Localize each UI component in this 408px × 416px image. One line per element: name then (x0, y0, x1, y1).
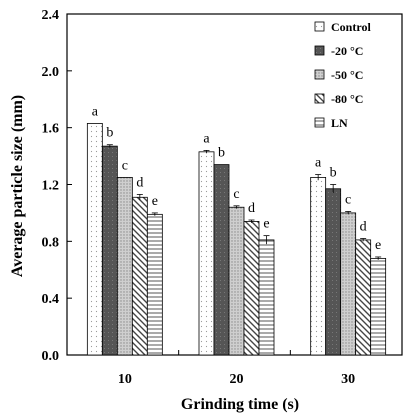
x-axis-title: Grinding time (s) (181, 396, 299, 413)
bar (355, 239, 372, 356)
bar (116, 176, 133, 356)
significance-label: d (248, 201, 255, 216)
legend-label: -20 °C (331, 44, 363, 58)
significance-label: b (218, 146, 225, 161)
significance-label: a (315, 156, 322, 171)
bar (198, 151, 215, 356)
x-tick-label: 20 (230, 372, 244, 387)
significance-label: e (152, 194, 158, 209)
y-axis: 0.0 0.4 0.8 1.2 1.6 2.0 2.4 (42, 8, 72, 364)
y-axis-title: Average particle size (mm) (9, 95, 26, 277)
significance-label: e (263, 217, 269, 232)
bar (146, 213, 163, 356)
legend-swatch (314, 45, 325, 56)
bar (228, 206, 245, 356)
significance-label: c (345, 192, 351, 207)
y-tick-label: 2.4 (42, 8, 60, 23)
significance-label: b (330, 166, 337, 181)
bar (370, 257, 387, 356)
significance-label: a (92, 104, 99, 119)
significance-label: a (203, 131, 210, 146)
bar (101, 145, 118, 356)
legend-label: -50 °C (331, 68, 363, 82)
x-tick-label: 10 (118, 372, 132, 387)
bar (243, 221, 260, 356)
legend-swatch (314, 93, 325, 104)
bar (340, 212, 357, 356)
bar (86, 123, 103, 356)
legend-swatch (314, 117, 325, 128)
significance-label: d (360, 219, 367, 234)
significance-label: d (136, 175, 143, 190)
y-tick-label: 1.2 (42, 179, 60, 194)
x-tick-label: 30 (341, 372, 355, 387)
legend: Control -20 °C -50 °C -80 °C LN (314, 20, 371, 130)
bar (325, 188, 342, 356)
y-tick-label: 2.0 (42, 65, 60, 80)
bar (131, 196, 148, 356)
significance-label: c (122, 158, 128, 173)
legend-label: LN (331, 116, 348, 130)
significance-label: b (106, 126, 113, 141)
y-tick-label: 0.4 (42, 292, 60, 307)
bar (310, 176, 327, 356)
legend-label: -80 °C (331, 92, 363, 106)
y-tick-label: 0.0 (42, 349, 60, 364)
legend-swatch (314, 21, 325, 32)
y-tick-label: 0.8 (42, 235, 60, 250)
bar (213, 164, 230, 356)
y-tick-label: 1.6 (42, 122, 60, 137)
significance-label: e (375, 238, 381, 253)
legend-swatch (314, 69, 325, 80)
bar (258, 239, 275, 356)
significance-label: c (233, 187, 239, 202)
legend-label: Control (331, 20, 371, 34)
x-axis: 10 20 30 (118, 350, 403, 387)
